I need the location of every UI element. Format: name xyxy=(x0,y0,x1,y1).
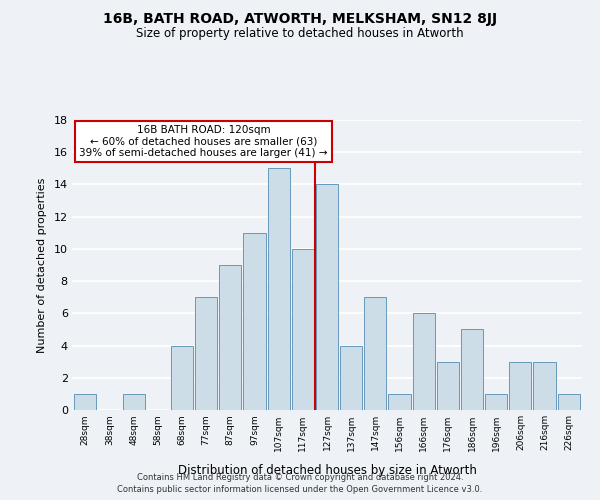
Bar xyxy=(340,346,362,410)
Bar xyxy=(74,394,97,410)
Bar xyxy=(364,297,386,410)
Bar xyxy=(437,362,459,410)
Bar xyxy=(122,394,145,410)
Bar xyxy=(195,297,217,410)
Bar xyxy=(316,184,338,410)
Bar xyxy=(268,168,290,410)
Text: Contains HM Land Registry data © Crown copyright and database right 2024.: Contains HM Land Registry data © Crown c… xyxy=(137,472,463,482)
Y-axis label: Number of detached properties: Number of detached properties xyxy=(37,178,47,352)
Bar xyxy=(171,346,193,410)
X-axis label: Distribution of detached houses by size in Atworth: Distribution of detached houses by size … xyxy=(178,464,476,477)
Bar xyxy=(485,394,508,410)
Text: Contains public sector information licensed under the Open Government Licence v3: Contains public sector information licen… xyxy=(118,485,482,494)
Text: Size of property relative to detached houses in Atworth: Size of property relative to detached ho… xyxy=(136,28,464,40)
Bar xyxy=(461,330,483,410)
Bar xyxy=(557,394,580,410)
Text: 16B, BATH ROAD, ATWORTH, MELKSHAM, SN12 8JJ: 16B, BATH ROAD, ATWORTH, MELKSHAM, SN12 … xyxy=(103,12,497,26)
Bar xyxy=(388,394,410,410)
Bar xyxy=(509,362,532,410)
Bar xyxy=(219,265,241,410)
Text: 16B BATH ROAD: 120sqm
← 60% of detached houses are smaller (63)
39% of semi-deta: 16B BATH ROAD: 120sqm ← 60% of detached … xyxy=(79,125,328,158)
Bar xyxy=(413,314,435,410)
Bar xyxy=(292,249,314,410)
Bar xyxy=(244,233,266,410)
Bar xyxy=(533,362,556,410)
